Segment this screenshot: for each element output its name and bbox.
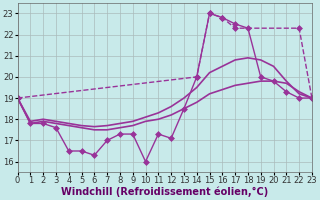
X-axis label: Windchill (Refroidissement éolien,°C): Windchill (Refroidissement éolien,°C) [61,187,268,197]
